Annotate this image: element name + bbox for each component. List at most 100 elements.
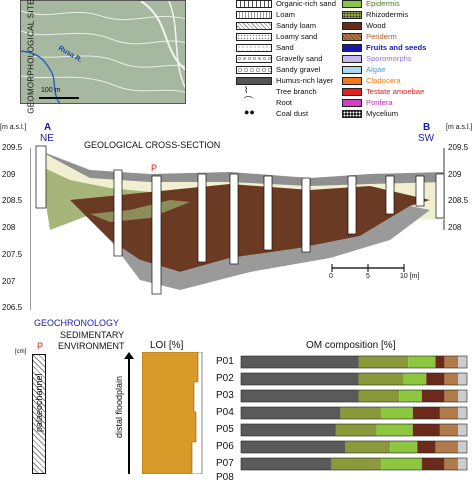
profile-marker: P xyxy=(151,163,158,173)
om-bar-segment xyxy=(435,356,445,368)
om-bar-segment xyxy=(358,356,409,368)
om-bar-segment xyxy=(426,373,445,385)
cross-section-diagram xyxy=(30,145,445,310)
om-bar-segment xyxy=(345,441,391,453)
om-bar-segment xyxy=(458,424,467,436)
legend-label: Testate amoebae xyxy=(366,87,425,96)
arrow-up-icon xyxy=(124,352,134,359)
scale-tick: 0 xyxy=(329,273,333,280)
legend-label: Algae xyxy=(366,65,386,74)
om-bar-segment xyxy=(241,356,359,368)
end-a-direction: NE xyxy=(40,133,54,144)
om-bar-outline xyxy=(240,440,468,454)
legend-swatch xyxy=(236,22,272,30)
legend-lithology: Organic-rich sand Loam Sandy loam Loamy … xyxy=(236,0,336,130)
om-bar-segment xyxy=(408,356,436,368)
legend-swatch xyxy=(342,55,362,63)
om-row-label: P01 xyxy=(216,356,234,367)
om-bar-segment xyxy=(458,458,467,470)
end-b-label: B xyxy=(423,122,431,133)
om-bar-segment xyxy=(458,373,467,385)
legend-swatch xyxy=(342,22,362,30)
om-row-label: P02 xyxy=(216,373,234,384)
om-bar-segment xyxy=(241,373,359,385)
legend-om: Epidermis Rhizodermis Wood Periderm Frui… xyxy=(342,0,472,132)
depth-unit: [cm] xyxy=(15,349,27,355)
lower-sand-layer xyxy=(110,206,430,290)
map-terrain xyxy=(21,1,185,103)
om-bar-segment xyxy=(381,458,422,470)
map-side-label: GEOMORPHOLOGICAL SITE xyxy=(26,0,36,114)
om-bar-segment xyxy=(458,407,467,419)
legend-swatch xyxy=(342,66,362,74)
legend-swatch xyxy=(342,77,362,85)
legend-swatch xyxy=(342,110,362,118)
profile-marker-bottom: P xyxy=(37,341,44,351)
om-bar-segment xyxy=(340,407,382,419)
legend-label: Tree branch xyxy=(276,87,317,96)
legend-label: Organic-rich sand xyxy=(276,0,336,8)
scale-tick: 5 xyxy=(366,273,370,280)
om-bar-segment xyxy=(331,458,382,470)
legend-swatch xyxy=(342,11,362,19)
legend-label: Loam xyxy=(276,10,295,19)
om-bar-segment xyxy=(376,424,413,436)
om-bar-segment xyxy=(358,373,404,385)
om-bar-segment xyxy=(444,373,458,385)
om-bar-segment xyxy=(444,356,458,368)
om-bar-segment xyxy=(241,407,341,419)
legend-label: Fruits and seeds xyxy=(366,43,427,52)
om-bar-segment xyxy=(403,373,427,385)
y-tick-left: 208.5 xyxy=(2,196,23,205)
end-b-direction: SW xyxy=(418,133,435,144)
legend-label: Rhizodermis xyxy=(366,10,409,19)
om-bar-outline xyxy=(240,389,468,403)
legend-swatch xyxy=(236,44,272,52)
root-icon: ⌒ xyxy=(244,96,254,106)
legend-swatch xyxy=(236,0,272,8)
legend-swatch xyxy=(236,11,272,19)
legend-label: Sand xyxy=(276,43,294,52)
om-bar-outline xyxy=(240,406,468,420)
legend-label: Humus-rich layer xyxy=(276,76,334,85)
om-bar-segment xyxy=(439,407,458,419)
om-bar-segment xyxy=(241,441,345,453)
om-bar-segment xyxy=(390,441,418,453)
om-bar-outline xyxy=(240,372,468,386)
legend-swatch xyxy=(236,33,272,41)
om-bar-segment xyxy=(444,390,458,402)
y-unit-left: [m a.s.l.] xyxy=(0,124,27,131)
loi-area xyxy=(142,352,199,474)
om-bar-segment xyxy=(412,407,440,419)
geochronology-label: GEOCHRONOLOGY xyxy=(34,318,120,328)
end-a-label: A xyxy=(44,122,52,133)
env-outer-label: palaeochannel xyxy=(34,373,44,432)
legend-swatch xyxy=(236,77,272,85)
y-tick-left: 207 xyxy=(2,277,16,286)
om-bar-segment xyxy=(458,356,467,368)
sedimentary-label: SEDIMENTARY xyxy=(60,330,125,340)
legend-label: Wood xyxy=(366,21,386,30)
legend-swatch xyxy=(342,0,362,8)
legend-swatch xyxy=(342,44,362,52)
om-row-label: P03 xyxy=(216,390,234,401)
env-arrow-line xyxy=(128,356,130,474)
y-tick-left: 209.5 xyxy=(2,143,23,152)
legend-label: Loamy sand xyxy=(276,32,318,41)
scale-tick: 10 [m] xyxy=(400,273,420,280)
legend-swatch xyxy=(342,88,362,96)
y-tick-right: 208 xyxy=(448,223,462,232)
om-bar-segment xyxy=(241,458,332,470)
topsoil-layer xyxy=(38,150,444,186)
section-title: GEOLOGICAL CROSS-SECTION xyxy=(84,140,221,150)
om-row-label: P04 xyxy=(216,407,234,418)
om-bar-segment xyxy=(335,424,377,436)
legend-label: Gravelly sand xyxy=(276,54,323,63)
om-bar-segment xyxy=(435,441,458,453)
om-bar-segment xyxy=(358,390,400,402)
om-row-label: P07 xyxy=(216,458,234,469)
legend-swatch xyxy=(236,55,272,63)
om-bar-segment xyxy=(381,407,413,419)
env-inner-label: distal floodplain xyxy=(114,375,124,438)
legend-label: Root xyxy=(276,98,293,107)
